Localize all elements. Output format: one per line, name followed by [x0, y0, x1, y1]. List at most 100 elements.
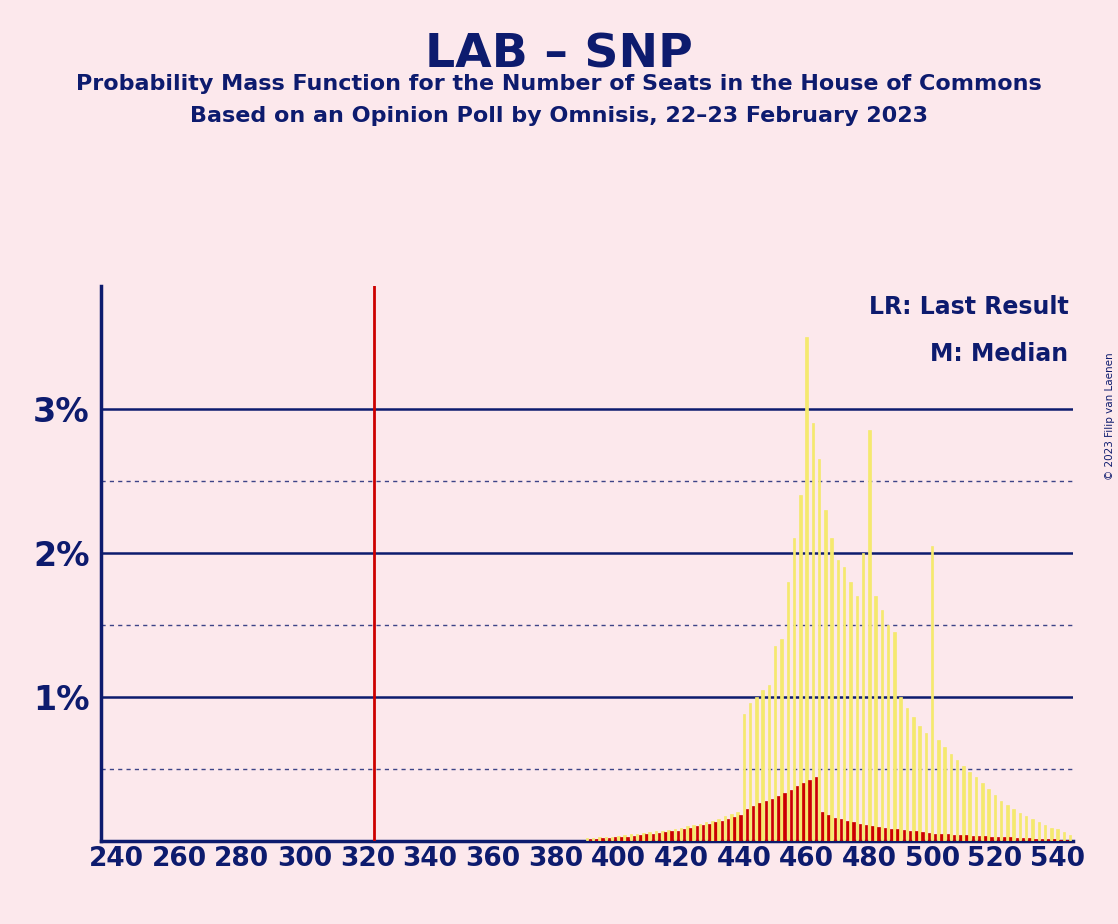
- Bar: [963, 766, 965, 841]
- Bar: [718, 819, 720, 841]
- Bar: [940, 834, 942, 841]
- Bar: [667, 830, 670, 841]
- Bar: [868, 431, 871, 841]
- Bar: [850, 581, 852, 841]
- Bar: [1003, 837, 1005, 841]
- Bar: [834, 818, 836, 841]
- Bar: [956, 760, 958, 841]
- Bar: [862, 553, 864, 841]
- Bar: [803, 784, 805, 841]
- Bar: [739, 815, 742, 841]
- Bar: [626, 836, 629, 841]
- Bar: [648, 833, 651, 841]
- Bar: [699, 823, 701, 841]
- Bar: [711, 821, 713, 841]
- Bar: [805, 337, 808, 841]
- Bar: [777, 796, 779, 841]
- Bar: [793, 539, 795, 841]
- Bar: [909, 831, 911, 841]
- Bar: [918, 725, 921, 841]
- Bar: [629, 834, 632, 841]
- Bar: [1006, 805, 1008, 841]
- Bar: [906, 709, 908, 841]
- Bar: [1060, 840, 1062, 841]
- Bar: [821, 812, 824, 841]
- Bar: [664, 833, 666, 841]
- Bar: [1031, 820, 1034, 841]
- Bar: [595, 839, 598, 841]
- Bar: [605, 837, 607, 841]
- Bar: [840, 820, 842, 841]
- Bar: [987, 789, 989, 841]
- Bar: [652, 833, 654, 841]
- Bar: [768, 686, 770, 841]
- Text: LAB – SNP: LAB – SNP: [425, 32, 693, 78]
- Bar: [984, 836, 987, 841]
- Bar: [808, 781, 811, 841]
- Bar: [591, 838, 595, 841]
- Bar: [859, 823, 861, 841]
- Bar: [755, 697, 758, 841]
- Bar: [589, 839, 591, 841]
- Bar: [624, 835, 626, 841]
- Bar: [780, 639, 783, 841]
- Bar: [721, 821, 723, 841]
- Bar: [770, 799, 774, 841]
- Bar: [978, 836, 980, 841]
- Bar: [1015, 838, 1018, 841]
- Bar: [786, 581, 789, 841]
- Bar: [636, 833, 638, 841]
- Bar: [683, 830, 685, 841]
- Bar: [815, 777, 817, 841]
- Bar: [1010, 837, 1012, 841]
- Bar: [692, 825, 695, 841]
- Bar: [686, 826, 689, 841]
- Bar: [614, 837, 616, 841]
- Bar: [852, 822, 855, 841]
- Bar: [657, 833, 661, 841]
- Text: Based on an Opinion Poll by Omnisis, 22–23 February 2023: Based on an Opinion Poll by Omnisis, 22–…: [190, 106, 928, 127]
- Bar: [843, 567, 845, 841]
- Bar: [931, 546, 934, 841]
- Bar: [695, 826, 698, 841]
- Bar: [1025, 817, 1027, 841]
- Bar: [714, 822, 717, 841]
- Bar: [774, 647, 777, 841]
- Bar: [925, 733, 927, 841]
- Bar: [758, 803, 760, 841]
- Bar: [761, 689, 764, 841]
- Bar: [702, 825, 704, 841]
- Bar: [934, 833, 937, 841]
- Bar: [746, 809, 748, 841]
- Bar: [1057, 830, 1059, 841]
- Bar: [730, 814, 732, 841]
- Bar: [972, 835, 974, 841]
- Bar: [752, 807, 755, 841]
- Bar: [865, 825, 868, 841]
- Bar: [1050, 828, 1052, 841]
- Bar: [965, 835, 968, 841]
- Bar: [733, 817, 736, 841]
- Bar: [601, 838, 604, 841]
- Bar: [959, 835, 961, 841]
- Bar: [1038, 822, 1040, 841]
- Bar: [937, 740, 939, 841]
- Bar: [784, 794, 786, 841]
- Bar: [749, 702, 751, 841]
- Bar: [947, 834, 949, 841]
- Bar: [742, 714, 745, 841]
- Bar: [980, 784, 984, 841]
- Bar: [916, 832, 918, 841]
- Bar: [796, 786, 798, 841]
- Bar: [586, 838, 588, 841]
- Bar: [1041, 839, 1043, 841]
- Bar: [855, 596, 858, 841]
- Bar: [1018, 813, 1021, 841]
- Bar: [645, 834, 647, 841]
- Bar: [893, 632, 896, 841]
- Bar: [1062, 833, 1065, 841]
- Bar: [1034, 839, 1036, 841]
- Bar: [818, 459, 821, 841]
- Bar: [883, 828, 887, 841]
- Bar: [673, 830, 676, 841]
